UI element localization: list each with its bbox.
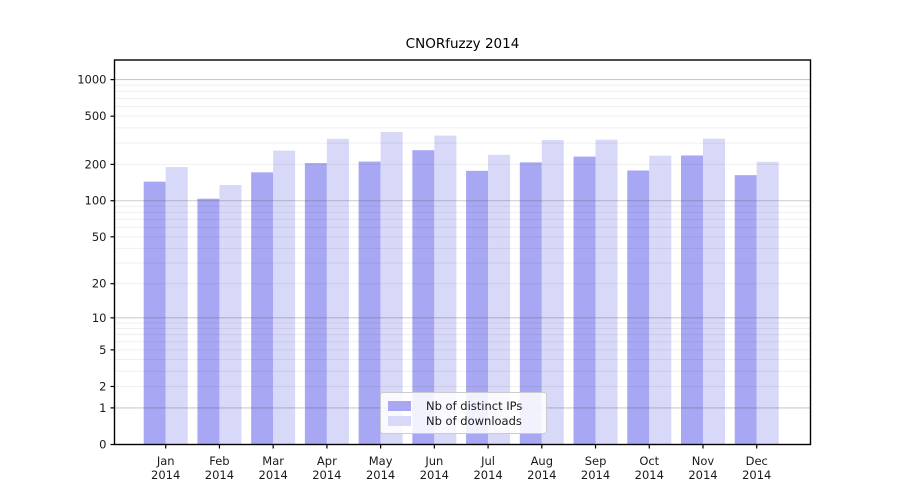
x-tick-label-year: 2014 xyxy=(420,468,449,482)
x-tick-label-year: 2014 xyxy=(151,468,180,482)
x-tick-label-year: 2014 xyxy=(259,468,288,482)
bar-distinct-ips-dec xyxy=(734,175,757,445)
x-tick-label-month: Jul xyxy=(480,454,495,468)
legend-label-downloads: Nb of downloads xyxy=(426,413,522,428)
x-tick-label-month: Sep xyxy=(585,454,607,468)
x-tick-label-month: Jun xyxy=(424,454,443,468)
x-tick-label-year: 2014 xyxy=(205,468,234,482)
chart-title: CNORfuzzy 2014 xyxy=(405,36,520,52)
bar-distinct-ips-nov xyxy=(681,155,703,445)
y-tick-label: 500 xyxy=(85,109,107,123)
y-tick-label: 0 xyxy=(99,438,106,452)
bar-downloads-dec xyxy=(756,161,779,445)
bar-distinct-ips-oct xyxy=(627,170,650,445)
y-tick-label: 20 xyxy=(92,277,107,291)
legend-row-distinct-ips: Nb of distinct IPs xyxy=(388,398,538,413)
legend-swatch-distinct-ips xyxy=(388,400,411,411)
bar-distinct-ips-feb xyxy=(197,198,220,445)
y-tick-label: 1 xyxy=(99,401,106,415)
y-tick-label: 5 xyxy=(99,343,106,357)
x-tick-label-year: 2014 xyxy=(688,468,717,482)
x-tick-label-month: Oct xyxy=(639,454,659,468)
bar-downloads-jan xyxy=(165,167,188,445)
legend-swatch-downloads xyxy=(388,415,411,426)
x-tick-label-month: Apr xyxy=(317,454,337,468)
bar-distinct-ips-may xyxy=(358,161,381,445)
legend: Nb of distinct IPs Nb of downloads xyxy=(380,392,547,434)
x-tick-label-year: 2014 xyxy=(742,468,771,482)
x-tick-label-month: Nov xyxy=(692,454,715,468)
bar-downloads-nov xyxy=(703,138,725,445)
bar-distinct-ips-jun xyxy=(412,150,435,445)
x-tick-label-year: 2014 xyxy=(581,468,610,482)
x-tick-label-month: May xyxy=(369,454,393,468)
y-tick-label: 2 xyxy=(99,379,106,393)
bar-downloads-oct xyxy=(649,155,672,445)
bar-downloads-jun xyxy=(434,135,457,445)
x-tick-label-month: Dec xyxy=(746,454,768,468)
legend-label-distinct-ips: Nb of distinct IPs xyxy=(426,398,523,413)
bar-downloads-may xyxy=(380,132,403,445)
x-tick-label-year: 2014 xyxy=(312,468,341,482)
x-tick-label-month: Feb xyxy=(209,454,229,468)
bar-distinct-ips-sep xyxy=(573,156,596,445)
y-tick-label: 10 xyxy=(92,311,107,325)
y-tick-label: 50 xyxy=(92,230,107,244)
bar-downloads-mar xyxy=(273,150,296,445)
x-tick-label-year: 2014 xyxy=(527,468,556,482)
legend-row-downloads: Nb of downloads xyxy=(388,413,538,428)
x-tick-label-year: 2014 xyxy=(473,468,502,482)
bar-distinct-ips-apr xyxy=(304,163,327,445)
plot-border xyxy=(113,59,812,446)
y-tick-label: 1000 xyxy=(77,73,106,87)
x-tick-label-year: 2014 xyxy=(366,468,395,482)
y-tick-label: 200 xyxy=(85,157,107,171)
x-tick-label-year: 2014 xyxy=(635,468,664,482)
bar-distinct-ips-mar xyxy=(251,172,274,445)
bar-distinct-ips-aug xyxy=(519,162,542,445)
bar-downloads-aug xyxy=(541,140,564,445)
x-tick-label-month: Mar xyxy=(262,454,284,468)
bar-distinct-ips-jan xyxy=(143,181,166,445)
bar-downloads-jul xyxy=(488,154,511,445)
bar-downloads-feb xyxy=(219,185,242,445)
x-tick-label-month: Jan xyxy=(156,454,175,468)
bar-distinct-ips-jul xyxy=(466,170,489,445)
bar-downloads-sep xyxy=(595,139,618,445)
bar-downloads-apr xyxy=(326,138,349,445)
x-tick-label-month: Aug xyxy=(531,454,553,468)
y-tick-label: 100 xyxy=(85,194,107,208)
